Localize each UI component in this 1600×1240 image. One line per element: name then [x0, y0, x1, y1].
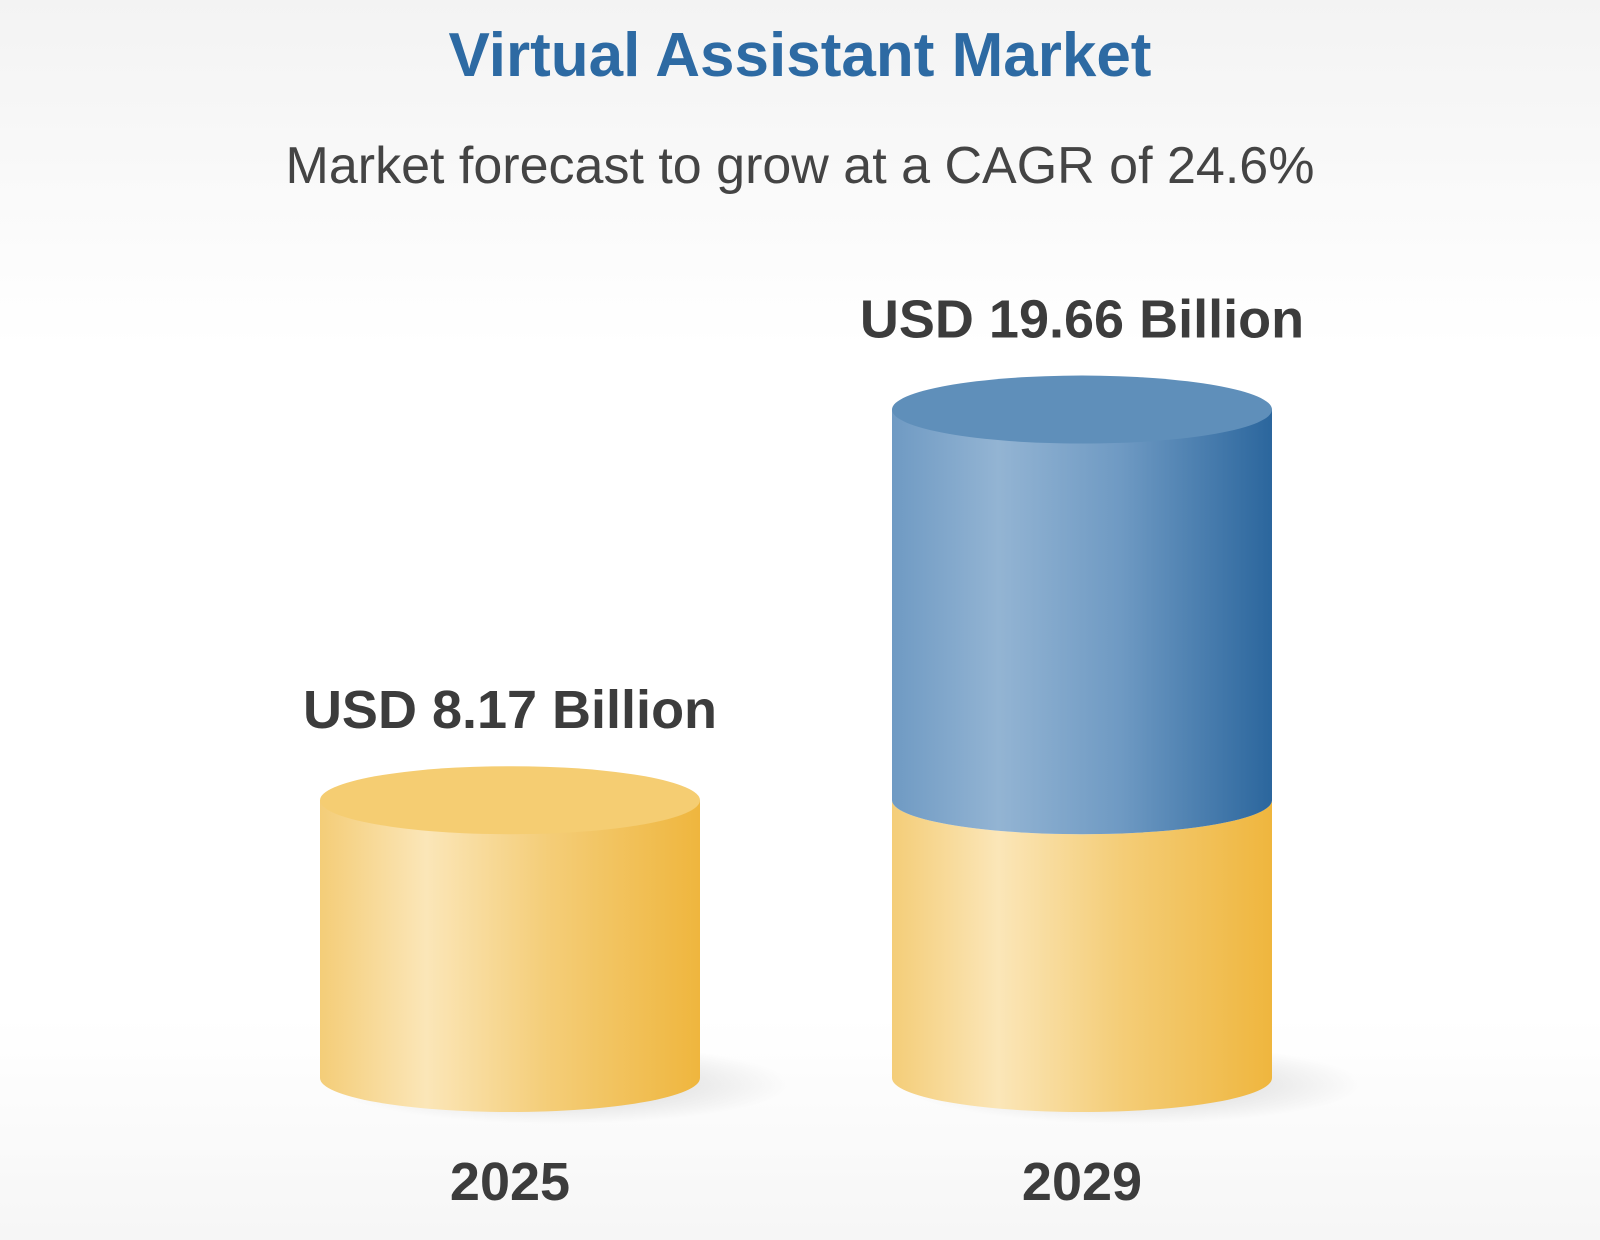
category-label-2025: 2025 — [450, 1152, 570, 1212]
value-label-2029: USD 19.66 Billion — [860, 290, 1304, 350]
bar-segment-growth — [892, 409, 1272, 835]
bar-top — [892, 375, 1272, 444]
bar-segment-base — [892, 800, 1272, 1112]
bar-top — [320, 766, 700, 835]
chart-subtitle: Market forecast to grow at a CAGR of 24.… — [285, 137, 1315, 195]
cylinder-bar-2025 — [320, 766, 790, 1124]
category-label-2029: 2029 — [1022, 1152, 1142, 1212]
cylinder-bar-2029 — [892, 375, 1362, 1124]
bar-body — [320, 800, 700, 1112]
value-label-2025: USD 8.17 Billion — [303, 680, 717, 740]
chart-title: Virtual Assistant Market — [448, 21, 1152, 90]
